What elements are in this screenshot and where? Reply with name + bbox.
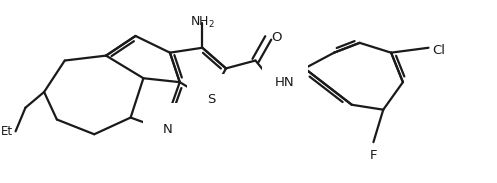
Text: O: O: [271, 31, 282, 44]
Text: HN: HN: [275, 76, 295, 89]
Text: S: S: [207, 93, 215, 106]
Text: Et: Et: [0, 125, 12, 138]
Text: N: N: [163, 123, 173, 136]
Text: F: F: [370, 149, 377, 162]
Text: Cl: Cl: [432, 44, 445, 57]
Text: NH$_2$: NH$_2$: [190, 15, 215, 30]
